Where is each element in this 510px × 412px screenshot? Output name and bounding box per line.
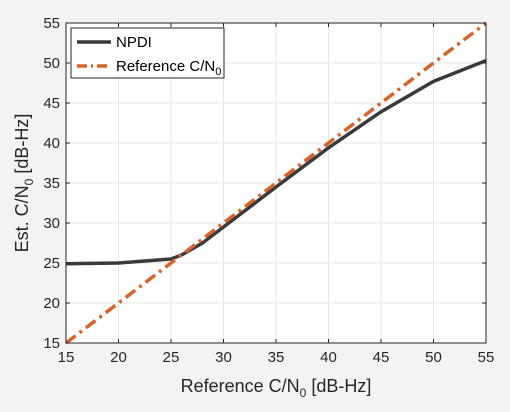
- x-tick-label: 20: [110, 349, 127, 366]
- legend-label-reference: Reference C/N0: [116, 58, 221, 78]
- y-tick-label: 35: [43, 175, 60, 192]
- y-tick-label: 55: [43, 15, 60, 32]
- y-tick-label: 25: [43, 255, 60, 272]
- axis-ticks: 15 20 25 30 35 40 45 50 55 15 20 25 30 35 40 45 50 55: [43, 15, 494, 366]
- x-axis-title: Reference C/N0 [dB-Hz]: [181, 376, 372, 400]
- series-line-npdi: [65, 58, 487, 266]
- legend-box: [70, 27, 225, 79]
- x-tick-label: 25: [163, 349, 180, 366]
- data-series: [64, 21, 488, 345]
- legend: NPDI Reference C/N0: [70, 27, 225, 79]
- y-tick-label: 40: [43, 135, 60, 152]
- y-tick-label: 20: [43, 295, 60, 312]
- x-tick-label: 40: [320, 349, 337, 366]
- y-tick-label: 30: [43, 215, 60, 232]
- y-tick-label: 45: [43, 95, 60, 112]
- y-tick-label: 15: [43, 335, 60, 352]
- x-tick-label: 15: [58, 349, 75, 366]
- y-tick-label: 50: [43, 55, 60, 72]
- x-tick-label: 55: [478, 349, 495, 366]
- x-tick-label: 30: [215, 349, 232, 366]
- y-axis-title: Est. C/N0 [dB-Hz]: [12, 114, 36, 253]
- x-tick-label: 35: [268, 349, 285, 366]
- legend-label-npdi: NPDI: [116, 34, 152, 51]
- x-tick-label: 45: [373, 349, 390, 366]
- x-tick-label: 50: [425, 349, 442, 366]
